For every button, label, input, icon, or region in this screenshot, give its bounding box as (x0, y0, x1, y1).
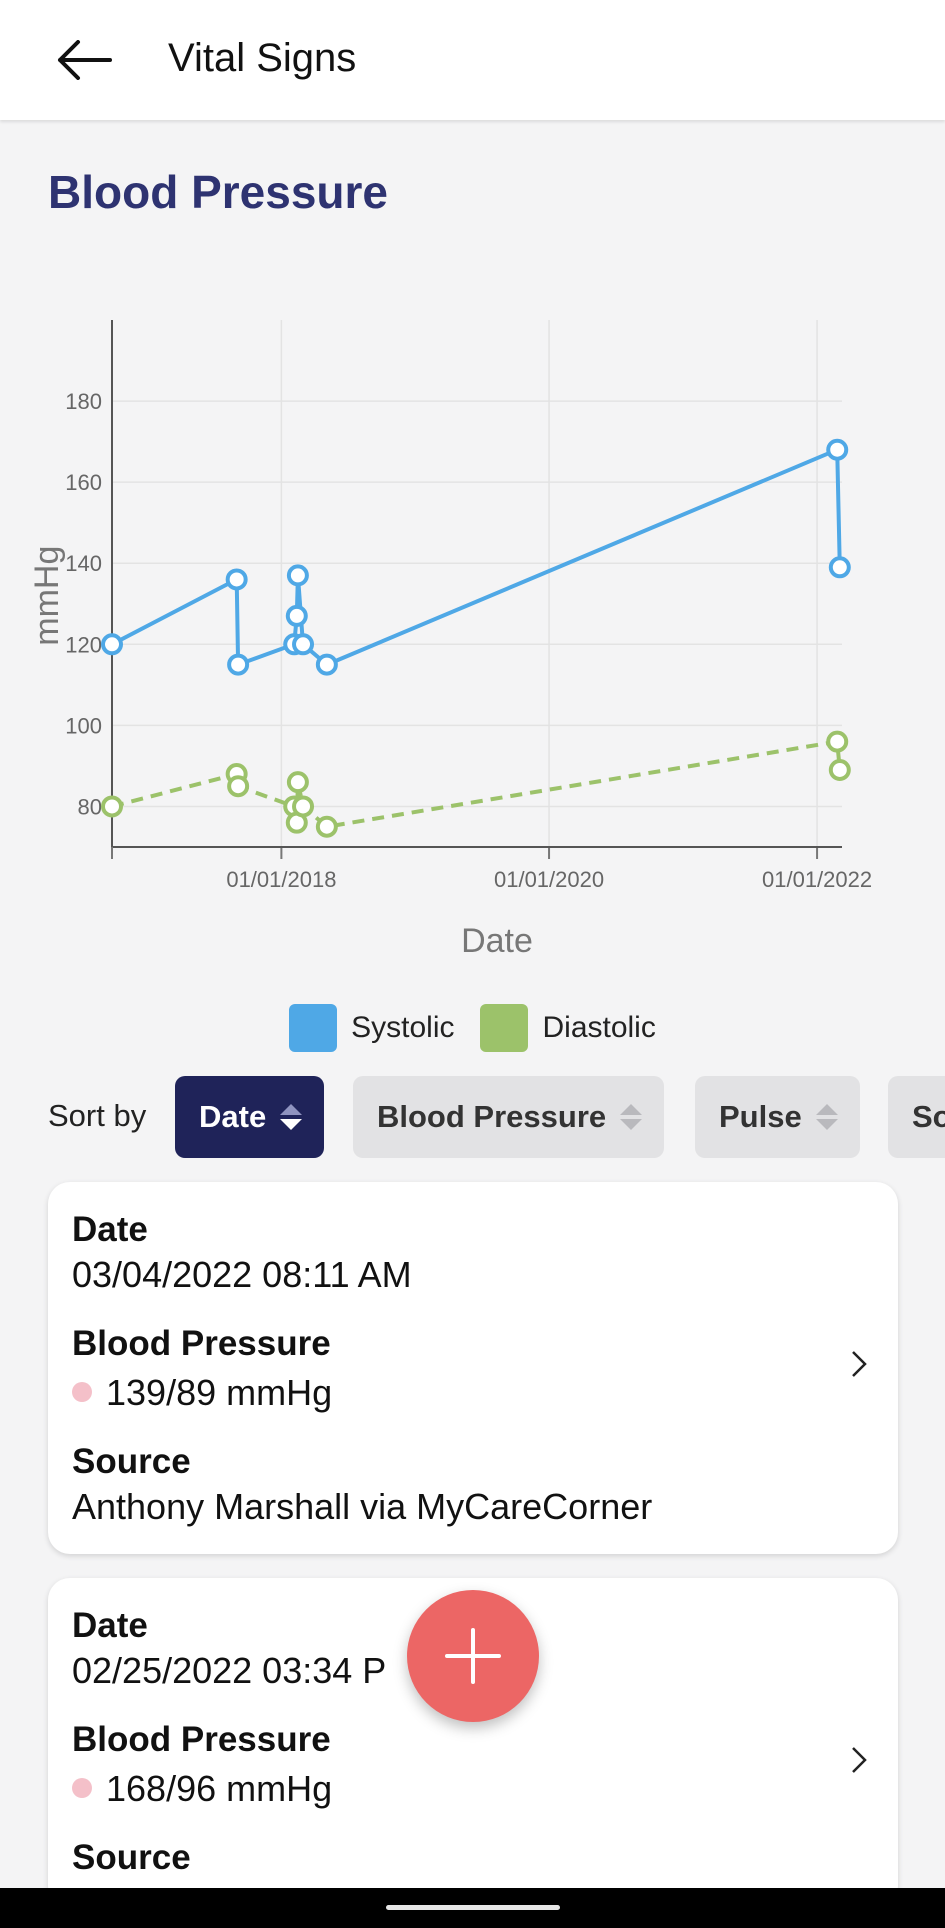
sort-chip-label: So (912, 1099, 945, 1134)
blood-pressure-value: 139/89 mmHg (72, 1372, 332, 1414)
data-point-systolic (828, 556, 851, 579)
sort-chip-label: Date (199, 1099, 267, 1134)
legend-item-systolic: Systolic (289, 1004, 454, 1052)
data-point-diastolic (101, 795, 123, 818)
sort-chip-date[interactable]: Date (175, 1076, 325, 1158)
sort-chip-pulse[interactable]: Pulse (695, 1076, 860, 1158)
date-value: 03/04/2022 08:11 AM (72, 1254, 412, 1295)
back-button[interactable] (48, 28, 120, 92)
record-card[interactable]: Date 02/25/2022 03:34 P Blood Pressure 1… (48, 1578, 898, 1908)
data-point-systolic (227, 653, 250, 676)
data-point-diastolic (828, 758, 851, 781)
legend-label-diastolic: Diastolic (542, 1011, 656, 1044)
record-card[interactable]: Date 03/04/2022 08:11 AM Blood Pressure … (48, 1182, 898, 1554)
y-tick-label: 100 (65, 713, 102, 738)
sort-label: Sort by (48, 1098, 147, 1133)
legend-label-systolic: Systolic (351, 1011, 455, 1044)
x-tick-label: 01/01/2020 (494, 867, 604, 892)
sort-arrows-icon (815, 1104, 838, 1130)
blood-pressure-value: 168/96 mmHg (72, 1768, 332, 1810)
app-bar: Vital Signs (0, 0, 945, 120)
blood-pressure-reading: 139/89 mmHg (106, 1372, 333, 1413)
x-tick-label: 01/01/2022 (762, 867, 872, 892)
source-value: Anthony Marshall via MyCareCorner (72, 1486, 653, 1527)
date-label: Date (72, 1210, 148, 1249)
legend-item-diastolic: Diastolic (480, 1004, 656, 1052)
chevron-right-icon (844, 1740, 874, 1780)
series-line-systolic (111, 447, 842, 667)
y-tick-label: 140 (65, 551, 102, 576)
data-point-diastolic (826, 730, 849, 753)
data-point-systolic (826, 438, 849, 461)
x-tick-label: 01/01/2018 (226, 867, 336, 892)
data-point-diastolic (292, 795, 315, 818)
sort-chip-label: Pulse (719, 1099, 802, 1134)
series-line-diastolic (111, 739, 842, 829)
data-point-systolic (315, 653, 338, 676)
date-value: 02/25/2022 03:34 P (72, 1650, 387, 1691)
blood-pressure-label: Blood Pressure (72, 1324, 331, 1363)
status-dot-icon (72, 1778, 92, 1799)
data-point-systolic (225, 568, 248, 591)
data-point-systolic (292, 633, 315, 656)
sort-chip-blood-pressure[interactable]: Blood Pressure (353, 1076, 665, 1158)
data-point-diastolic (227, 775, 250, 798)
add-record-button[interactable] (407, 1590, 539, 1722)
source-label: Source (72, 1442, 191, 1481)
data-point-systolic (286, 564, 309, 587)
blood-pressure-reading: 168/96 mmHg (106, 1768, 333, 1809)
y-tick-label: 80 (78, 794, 102, 819)
sort-chip-source[interactable]: So (888, 1076, 945, 1158)
system-nav-bar (0, 1888, 945, 1928)
arrow-left-icon (58, 40, 112, 80)
y-tick-label: 160 (65, 470, 102, 495)
data-point-diastolic (286, 771, 309, 794)
chevron-right-icon (844, 1344, 874, 1384)
data-point-diastolic (315, 815, 338, 838)
y-axis-title: mmHg (28, 546, 66, 646)
sort-arrows-icon (280, 1104, 303, 1130)
blood-pressure-label: Blood Pressure (72, 1720, 331, 1759)
legend-swatch-diastolic (480, 1004, 529, 1052)
date-label: Date (72, 1606, 148, 1645)
sort-bar: Sort by Date Blood Pressure Pulse So (0, 1076, 945, 1158)
section-title: Blood Pressure (48, 166, 388, 218)
chart-legend: Systolic Diastolic (0, 1000, 945, 1056)
legend-swatch-systolic (289, 1004, 338, 1052)
y-tick-label: 120 (65, 632, 102, 657)
y-tick-label: 180 (65, 389, 102, 414)
home-indicator[interactable] (386, 1905, 560, 1910)
blood-pressure-chart: 80 100 120 140 160 180 01/01/2018 01/01/2020 01/… (0, 300, 945, 980)
plus-icon (445, 1628, 501, 1684)
sort-chip-label: Blood Pressure (377, 1099, 607, 1134)
status-dot-icon (72, 1382, 92, 1403)
sort-arrows-icon (620, 1104, 643, 1130)
source-label: Source (72, 1838, 191, 1877)
data-point-systolic (285, 604, 308, 627)
x-axis-title: Date (461, 922, 533, 960)
page-title: Vital Signs (168, 36, 357, 80)
data-point-systolic (101, 633, 123, 656)
